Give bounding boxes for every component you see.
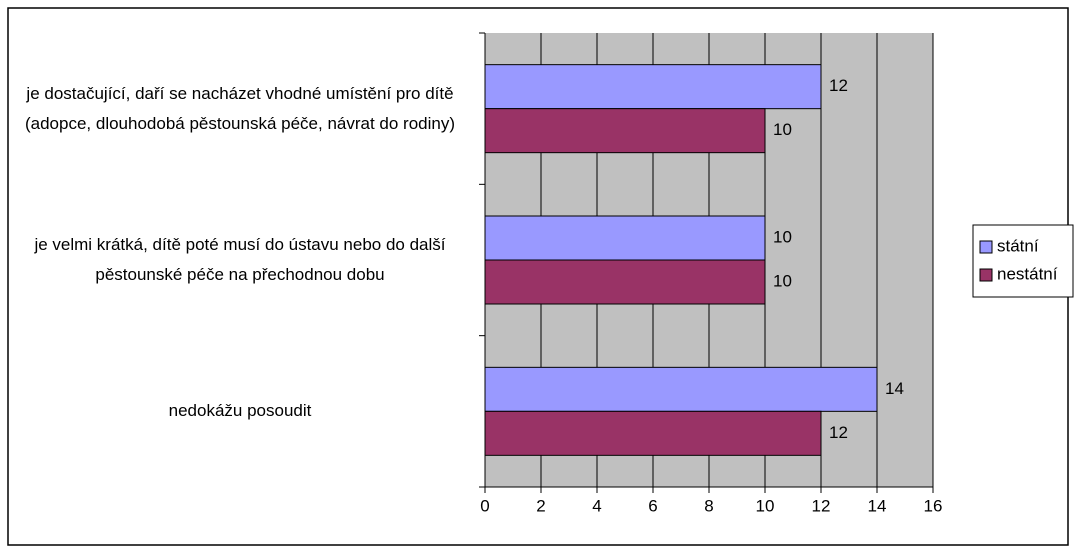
bar <box>484 366 878 412</box>
legend-swatch <box>979 240 993 254</box>
x-tick-label: 2 <box>536 496 545 515</box>
bar <box>484 64 822 110</box>
x-tick-label: 16 <box>924 496 943 515</box>
x-tick-label: 10 <box>756 496 775 515</box>
x-tick-label: 0 <box>480 496 489 515</box>
data-label: 10 <box>773 120 792 139</box>
data-label: 10 <box>773 271 792 290</box>
y-tick-label: nedokážu posoudit <box>168 401 312 421</box>
data-label: 14 <box>885 379 904 398</box>
legend-swatch <box>979 268 993 282</box>
x-tick-label: 6 <box>648 496 657 515</box>
legend-label: nestátní <box>997 264 1058 283</box>
data-label: 12 <box>829 76 848 95</box>
data-label: 12 <box>829 423 848 442</box>
x-tick-label: 8 <box>704 496 713 515</box>
legend-label: státní <box>997 236 1039 255</box>
bar <box>484 259 766 305</box>
y-tick-label: je dostačující, daří se nacházet vhodné … <box>24 83 456 133</box>
y-tick-label: je velmi krátká, dítě poté musí do ústav… <box>34 235 446 284</box>
bar <box>484 215 766 261</box>
x-tick-label: 14 <box>868 496 887 515</box>
bar <box>484 108 766 154</box>
bar <box>484 410 822 456</box>
data-label: 10 <box>773 227 792 246</box>
x-tick-label: 12 <box>812 496 831 515</box>
legend-box <box>972 224 1074 298</box>
x-tick-label: 4 <box>592 496 601 515</box>
